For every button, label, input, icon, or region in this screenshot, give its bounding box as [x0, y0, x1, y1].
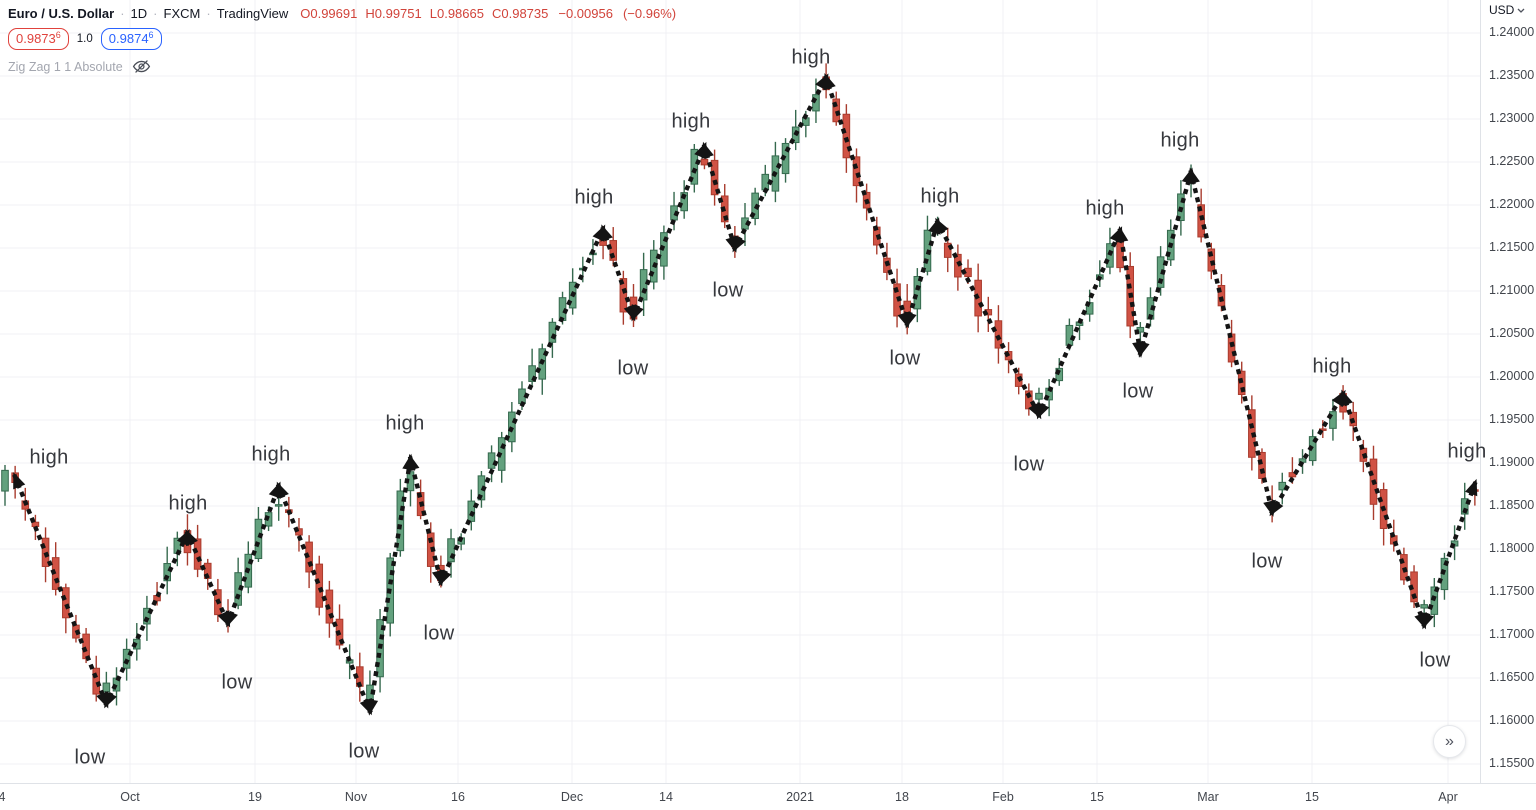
- price-tick-label: 1.16500: [1489, 670, 1535, 684]
- time-tick-label: Feb: [992, 790, 1014, 804]
- provider-name: TradingView: [216, 6, 289, 21]
- interval-value[interactable]: 1D: [130, 6, 148, 21]
- price-axis[interactable]: USD 1.24000 1.23500 1.23000 1.22500 1.22000 1…: [1480, 0, 1536, 783]
- time-tick-label: 15: [1090, 790, 1104, 804]
- price-tick-label: 1.19000: [1489, 455, 1535, 469]
- eye-slash-icon[interactable]: [132, 59, 151, 74]
- price-tick-label: 1.24000: [1489, 25, 1535, 39]
- price-tick-label: 1.20500: [1489, 326, 1535, 340]
- price-tick-label: 1.22000: [1489, 197, 1535, 211]
- time-tick-label: 18: [895, 790, 909, 804]
- bid-ask-row: 0.9873 6 1.0 0.9874 6: [8, 28, 676, 50]
- ask-price-badge[interactable]: 0.9874 6: [100, 28, 162, 50]
- price-tick-label: 1.21500: [1489, 240, 1535, 254]
- separator-dot: ·: [206, 6, 211, 21]
- ohlc-values: O0.99691 H0.99751 L0.98665 C0.98735 −0.0…: [300, 6, 676, 21]
- time-tick-label: Nov: [344, 790, 368, 804]
- expand-chevrons: »: [1445, 732, 1454, 750]
- time-tick-label: Dec: [560, 790, 584, 804]
- time-tick-label: Mar: [1197, 790, 1219, 804]
- bid-price-badge[interactable]: 0.9873 6: [8, 28, 69, 50]
- time-axis[interactable]: 4 Oct 19 Nov 16 Dec 14 2021 18 Feb 15 Mar 15 Apr: [0, 783, 1536, 810]
- grid-layer: [0, 0, 1480, 783]
- time-tick-label: 19: [248, 790, 262, 804]
- ohlc-open: O0.99691: [300, 6, 358, 21]
- time-tick-label: Oct: [120, 790, 140, 804]
- ohlc-high: H0.99751: [365, 6, 422, 21]
- price-tick-label: 1.23500: [1489, 68, 1535, 82]
- expand-panel-button[interactable]: »: [1433, 725, 1466, 758]
- symbol-title-row: Euro / U.S. Dollar · 1D · FXCM · Trading…: [8, 6, 676, 21]
- price-tick-label: 1.18500: [1489, 498, 1535, 512]
- time-tick-label: Apr: [1438, 790, 1458, 804]
- price-tick-label: 1.21000: [1489, 283, 1535, 297]
- price-tick-label: 1.18000: [1489, 541, 1535, 555]
- change-percent: (−0.96%): [622, 6, 677, 21]
- indicator-row[interactable]: Zig Zag 1 1 Absolute: [8, 59, 676, 74]
- price-tick-label: 1.17500: [1489, 584, 1535, 598]
- price-tick-label: 1.19500: [1489, 412, 1535, 426]
- separator-dot: ·: [153, 6, 158, 21]
- price-tick-label: 1.15500: [1489, 756, 1535, 770]
- chart-legend: Euro / U.S. Dollar · 1D · FXCM · Trading…: [8, 6, 676, 74]
- chart-canvas[interactable]: [0, 0, 1480, 783]
- chevron-down-icon: [1517, 8, 1525, 13]
- price-tick-label: 1.16000: [1489, 713, 1535, 727]
- ohlc-low: L0.98665: [429, 6, 484, 21]
- ohlc-close: C0.98735: [491, 6, 549, 21]
- price-tick-label: 1.17000: [1489, 627, 1535, 641]
- time-tick-label: 4: [0, 790, 6, 804]
- exchange-name: FXCM: [163, 6, 201, 21]
- time-tick-label: 15: [1305, 790, 1319, 804]
- spread-value: 1.0: [76, 33, 93, 45]
- zigzag-annotations: [12, 72, 1478, 716]
- time-tick-label: 16: [451, 790, 465, 804]
- time-tick-label: 14: [659, 790, 673, 804]
- time-tick-label: 2021: [786, 790, 814, 804]
- change-value: −0.00956: [558, 6, 613, 21]
- currency-dropdown[interactable]: USD: [1489, 3, 1525, 17]
- symbol-name[interactable]: Euro / U.S. Dollar: [8, 6, 115, 21]
- price-tick-label: 1.23000: [1489, 111, 1535, 125]
- indicator-name[interactable]: Zig Zag 1 1 Absolute: [8, 59, 123, 74]
- price-tick-label: 1.22500: [1489, 154, 1535, 168]
- separator-dot: ·: [120, 6, 125, 21]
- price-tick-label: 1.20000: [1489, 369, 1535, 383]
- currency-label: USD: [1489, 3, 1515, 17]
